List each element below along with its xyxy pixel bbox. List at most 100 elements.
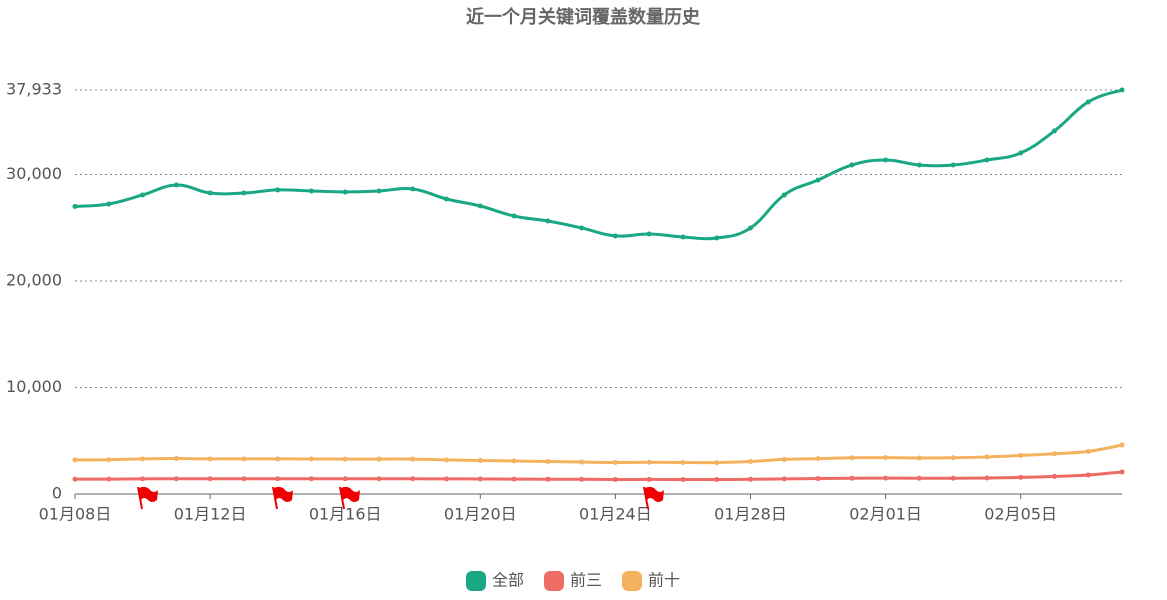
flags	[137, 486, 664, 510]
point	[545, 459, 551, 465]
point	[173, 476, 179, 482]
point	[1018, 474, 1024, 480]
point	[477, 203, 483, 209]
point	[106, 476, 112, 482]
point	[646, 231, 652, 237]
point	[883, 475, 889, 481]
point	[376, 476, 382, 482]
x-tick-label: 02月01日	[849, 505, 922, 524]
point	[849, 455, 855, 461]
point	[207, 456, 213, 462]
series-line	[74, 443, 1123, 465]
point	[1085, 448, 1091, 454]
point	[308, 476, 314, 482]
point	[308, 456, 314, 462]
point	[275, 187, 281, 193]
point	[342, 456, 348, 462]
point	[1085, 99, 1091, 105]
point	[241, 456, 247, 462]
point	[747, 476, 753, 482]
point	[444, 196, 450, 202]
point	[815, 456, 821, 462]
y-tick-label: 10,000	[6, 377, 62, 396]
point	[1119, 87, 1125, 93]
point	[275, 476, 281, 482]
point	[173, 182, 179, 188]
point	[410, 456, 416, 462]
point	[781, 192, 787, 198]
x-tick-label: 01月08日	[39, 505, 112, 524]
series-line	[74, 470, 1123, 482]
point	[612, 459, 618, 465]
x-tick-label: 01月24日	[579, 505, 652, 524]
point	[950, 455, 956, 461]
point	[173, 456, 179, 462]
point	[241, 190, 247, 196]
point	[1018, 150, 1024, 156]
point	[984, 454, 990, 460]
point	[545, 476, 551, 482]
point	[72, 457, 78, 463]
point	[1119, 469, 1125, 475]
point	[106, 201, 112, 207]
point	[680, 459, 686, 465]
point	[1051, 473, 1057, 479]
point	[140, 456, 146, 462]
point	[714, 477, 720, 483]
point	[1051, 128, 1057, 134]
point	[815, 177, 821, 183]
point	[1119, 442, 1125, 448]
point	[612, 233, 618, 239]
point	[511, 213, 517, 219]
point	[950, 162, 956, 168]
point	[579, 476, 585, 482]
point	[680, 234, 686, 240]
point	[207, 190, 213, 196]
x-tick-label: 01月16日	[309, 505, 382, 524]
point	[275, 456, 281, 462]
point	[342, 476, 348, 482]
x-tick-label: 01月20日	[444, 505, 517, 524]
x-tick-label: 01月12日	[174, 505, 247, 524]
point	[714, 235, 720, 241]
point	[916, 162, 922, 168]
point	[849, 162, 855, 168]
point	[747, 459, 753, 465]
point	[579, 459, 585, 465]
point	[747, 225, 753, 231]
point	[342, 189, 348, 195]
point	[444, 457, 450, 463]
point	[646, 459, 652, 465]
point	[781, 476, 787, 482]
point	[376, 188, 382, 194]
point	[916, 475, 922, 481]
point	[714, 460, 720, 466]
legend-swatch	[466, 571, 486, 591]
point	[140, 476, 146, 482]
point	[849, 475, 855, 481]
y-tick-label: 37,933	[6, 80, 62, 99]
point	[376, 456, 382, 462]
point	[612, 477, 618, 483]
point	[410, 476, 416, 482]
point	[207, 476, 213, 482]
point	[781, 456, 787, 462]
point	[308, 188, 314, 194]
legend-swatch	[544, 571, 564, 591]
y-tick-label: 30,000	[6, 164, 62, 183]
point	[1018, 452, 1024, 458]
point	[1051, 451, 1057, 457]
point	[984, 157, 990, 163]
point	[646, 476, 652, 482]
point	[1085, 472, 1091, 478]
legend-swatch	[622, 571, 642, 591]
point	[916, 455, 922, 461]
legend-label: 前三	[570, 571, 602, 590]
point	[410, 186, 416, 192]
series-line	[74, 88, 1123, 241]
point	[883, 157, 889, 163]
point	[984, 475, 990, 481]
y-tick-label: 20,000	[6, 270, 62, 289]
x-tick-label: 01月28日	[714, 505, 787, 524]
point	[883, 455, 889, 461]
